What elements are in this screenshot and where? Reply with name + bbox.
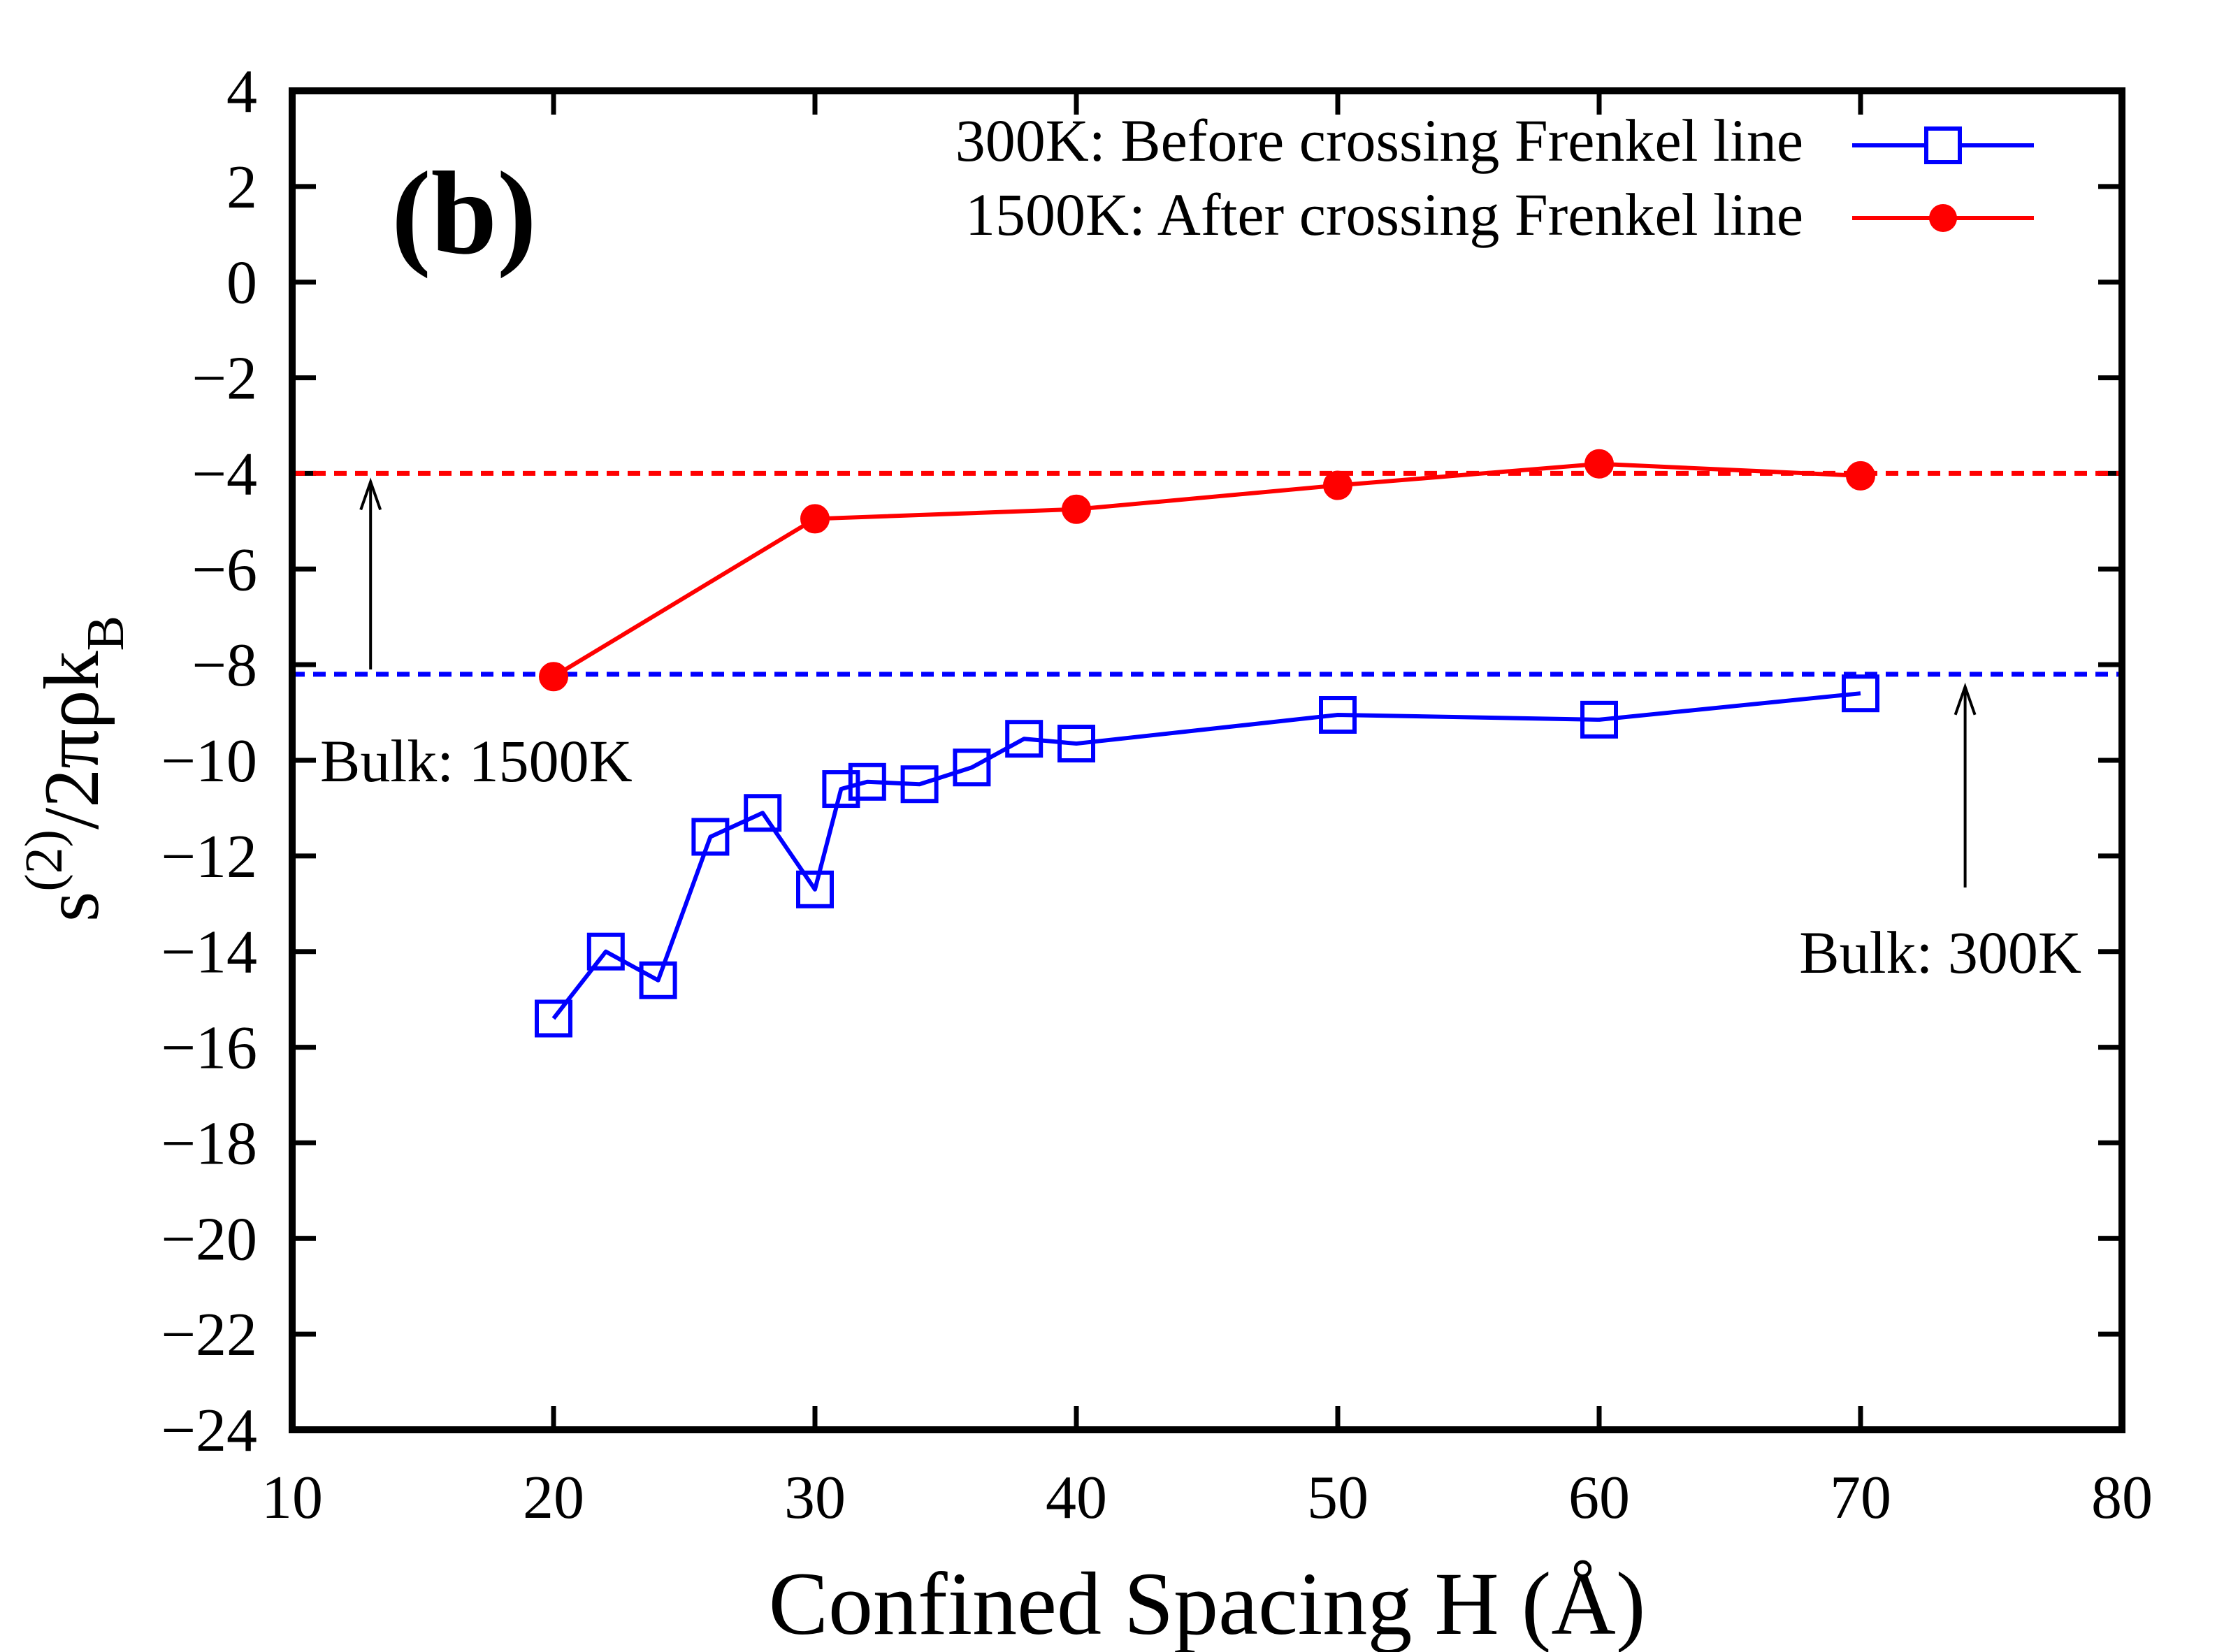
- ticks-layer: 10 20 30 40 50 60 70 80−24−22−20−18−16−14−12−10…: [161, 58, 2153, 1532]
- plot-frame: [289, 87, 2125, 1433]
- data-point: [1323, 470, 1352, 500]
- data-point: [1005, 720, 1044, 758]
- x-tick-label: 20: [523, 1464, 584, 1532]
- reference-lines-layer: [292, 470, 2122, 677]
- panel-label: (b): [391, 147, 537, 279]
- x-tick-label: 10: [261, 1464, 323, 1532]
- data-point: [1057, 725, 1095, 763]
- y-tick-label: −16: [161, 1015, 257, 1082]
- x-tick-label: 40: [1046, 1464, 1107, 1532]
- data-point: [744, 794, 782, 832]
- data-point: [586, 932, 625, 971]
- data-point: [796, 870, 834, 908]
- x-tick-label: 60: [1568, 1464, 1630, 1532]
- y-axis-title: s(2)/2πρkB: [15, 616, 135, 922]
- data-point: [639, 961, 677, 999]
- legend-label-300k: 300K: Before crossing Frenkel line: [955, 107, 1803, 174]
- data-point: [953, 748, 991, 787]
- y-tick-label: −2: [192, 345, 257, 413]
- y-tick-label: −12: [161, 823, 257, 891]
- data-point: [1846, 461, 1875, 491]
- y-tick-label: 4: [226, 58, 257, 126]
- data-point: [848, 762, 886, 801]
- x-tick-label: 70: [1830, 1464, 1891, 1532]
- y-tick-label: −4: [192, 440, 257, 508]
- y-axis-title-sub: B: [76, 616, 135, 651]
- arrow-head: [1954, 682, 1977, 716]
- y-tick-label: −6: [192, 536, 257, 604]
- legend-key-marker: [1924, 126, 1962, 164]
- x-tick-label: 80: [2091, 1464, 2153, 1532]
- data-point: [1580, 700, 1618, 739]
- y-tick-label: −18: [161, 1110, 257, 1178]
- y-tick-label: 2: [226, 154, 257, 222]
- y-tick-label: −14: [161, 919, 257, 987]
- legend: 300K: Before crossing Frenkel line 1500K…: [955, 107, 2034, 248]
- x-tick-label: 50: [1307, 1464, 1369, 1532]
- annotation-label: Bulk: 1500K: [320, 727, 633, 795]
- legend-keys: [1852, 126, 2034, 232]
- data-point: [1319, 695, 1357, 734]
- series-line: [552, 461, 1861, 679]
- y-tick-label: −20: [161, 1205, 257, 1273]
- annotation-label: Bulk: 300K: [1799, 919, 2081, 986]
- y-tick-label: −8: [192, 632, 257, 700]
- series-layer: [535, 449, 1879, 1038]
- arrow-head: [359, 477, 382, 511]
- data-point: [539, 662, 568, 692]
- data-point: [822, 770, 860, 809]
- y-axis-title-base: s: [29, 892, 115, 922]
- data-point: [1584, 449, 1614, 479]
- y-tick-label: −22: [161, 1301, 257, 1369]
- series-line: [551, 691, 1861, 1020]
- data-point: [1062, 494, 1091, 524]
- y-tick-label: −24: [161, 1397, 257, 1465]
- legend-label-1500k: 1500K: After crossing Frenkel line: [965, 181, 1803, 248]
- x-tick-label: 30: [784, 1464, 846, 1532]
- data-point: [900, 765, 939, 804]
- data-point: [535, 999, 572, 1038]
- data-point: [691, 818, 730, 856]
- y-tick-label: −10: [161, 727, 257, 795]
- data-point: [1842, 674, 1879, 713]
- y-tick-label: 0: [226, 249, 257, 317]
- y-axis-title-sup: (2): [15, 829, 73, 892]
- data-point: [800, 504, 830, 534]
- legend-key-marker: [1929, 204, 1957, 232]
- annotations-layer: Bulk: 1500K Bulk: 300K: [320, 477, 2081, 986]
- x-axis-title: Confined Spacing H (Å): [769, 1554, 1646, 1652]
- y-axis-title-mid: /2πρk: [29, 651, 115, 829]
